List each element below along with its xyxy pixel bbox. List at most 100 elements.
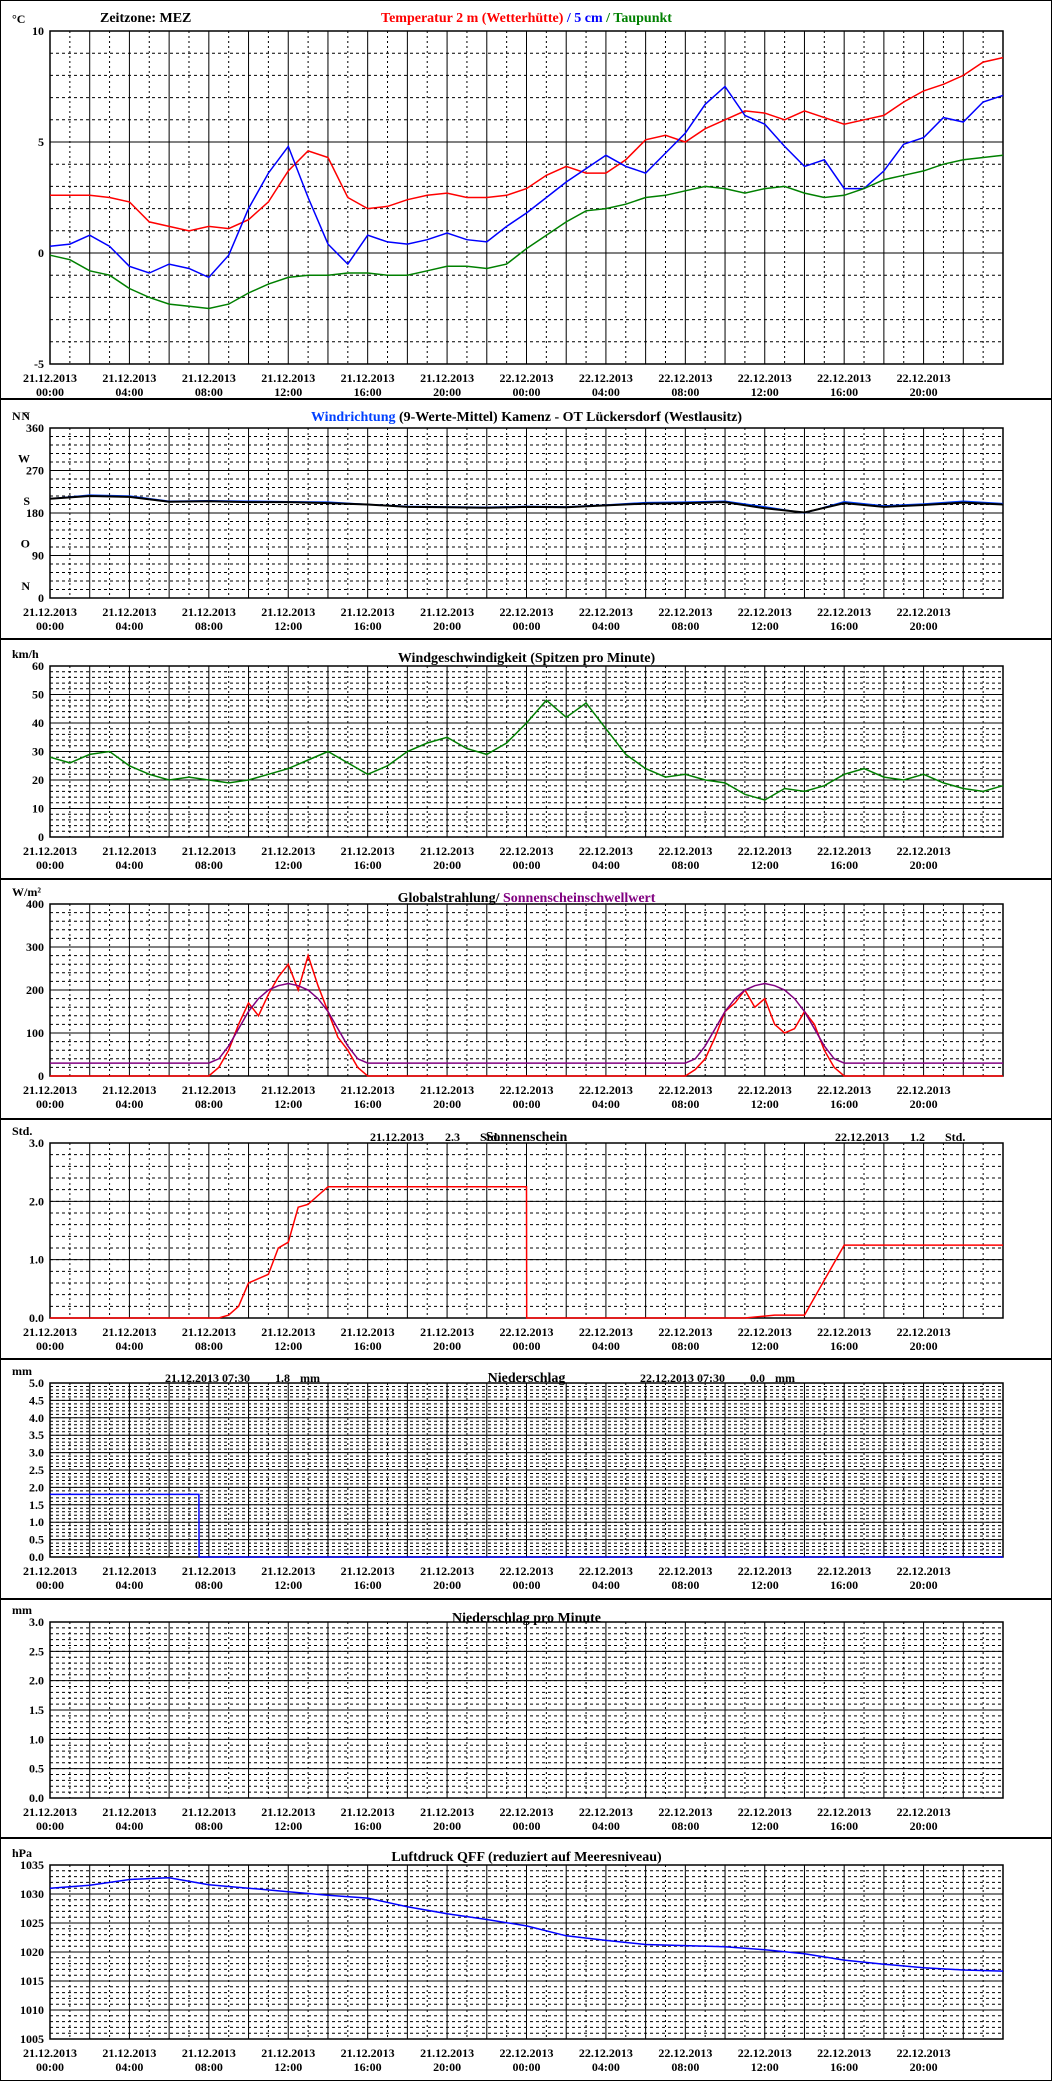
precipitation-xtick-time: 00:00	[513, 1578, 541, 1592]
wind_speed-xtick-date: 21.12.2013	[261, 844, 315, 858]
temperature-ytick-label: 10	[32, 24, 44, 38]
precipitation_minute-ytick-label: 1.0	[29, 1732, 44, 1746]
precipitation-title: Niederschlag	[488, 1371, 566, 1386]
wind_speed-ytick-label: 30	[32, 745, 44, 759]
temperature-title-part: /	[563, 11, 574, 26]
wind_direction-xtick-time: 08:00	[671, 619, 699, 633]
pressure-xtick-time: 00:00	[513, 2060, 541, 2074]
wind_speed-xtick-time: 00:00	[36, 858, 64, 872]
precipitation-xtick-time: 08:00	[671, 1578, 699, 1592]
sunshine-xtick-time: 04:00	[592, 1339, 620, 1353]
sunshine-xtick-time: 00:00	[36, 1339, 64, 1353]
precipitation_minute-xtick-time: 12:00	[751, 1819, 779, 1833]
precipitation-xtick-date: 22.12.2013	[579, 1564, 633, 1578]
sunshine-xtick-date: 21.12.2013	[102, 1325, 156, 1339]
temperature-xtick-date: 22.12.2013	[579, 371, 633, 385]
sunshine-xtick-date: 21.12.2013	[261, 1325, 315, 1339]
pressure-series-0-line	[49, 1877, 1004, 1972]
pressure-xtick-date: 21.12.2013	[182, 2046, 236, 2060]
precipitation-xtick-time: 04:00	[115, 1578, 143, 1592]
wind_speed-ytick-label: 10	[32, 802, 44, 816]
temperature-xtick-time: 12:00	[274, 385, 302, 399]
wind_direction-xtick-time: 04:00	[115, 619, 143, 633]
temperature-xtick-time: 08:00	[195, 385, 223, 399]
radiation-ytick-label: 100	[26, 1026, 44, 1040]
temperature-xtick-date: 22.12.2013	[500, 371, 554, 385]
wind_direction-series-1-line	[49, 494, 1004, 514]
wind_speed-xtick-time: 16:00	[830, 858, 858, 872]
wind_direction-title-part: Kamenz - OT Lückersdorf (Westlausitz)	[498, 410, 743, 425]
temperature-xtick-time: 04:00	[115, 385, 143, 399]
wind_direction-title: Windrichtung (9-Werte-Mittel) Kamenz - O…	[311, 410, 742, 425]
temperature-xtick-date: 22.12.2013	[658, 371, 712, 385]
radiation-xtick-time: 04:00	[592, 1097, 620, 1111]
radiation-series-0-line	[50, 953, 1003, 1077]
pressure-unit-label: hPa	[12, 1846, 32, 1860]
wind_speed-xtick-date: 22.12.2013	[579, 844, 633, 858]
sunshine-xtick-date: 22.12.2013	[579, 1325, 633, 1339]
wind_speed-xtick-date: 21.12.2013	[102, 844, 156, 858]
sunshine-annotation-date: 22.12.2013	[835, 1130, 889, 1144]
pressure-xtick-date: 22.12.2013	[579, 2046, 633, 2060]
radiation-title-part: Sonnenscheinschwellwert	[503, 891, 656, 906]
precipitation-xtick-date: 22.12.2013	[658, 1564, 712, 1578]
precipitation-ytick-label: 0.0	[29, 1550, 44, 1564]
sunshine-xtick-time: 12:00	[751, 1339, 779, 1353]
sunshine-xtick-time: 04:00	[115, 1339, 143, 1353]
pressure-xtick-date: 21.12.2013	[102, 2046, 156, 2060]
sunshine-annotation-unit: Std.	[945, 1130, 965, 1144]
precipitation-ytick-label: 5.0	[29, 1376, 44, 1390]
precipitation-annotation-unit: mm	[775, 1371, 795, 1385]
precipitation_minute-ytick-label: 3.0	[29, 1615, 44, 1629]
sunshine-xtick-time: 00:00	[513, 1339, 541, 1353]
radiation-title-part: Globalstrahlung/	[398, 891, 503, 906]
radiation-xtick-date: 21.12.2013	[261, 1083, 315, 1097]
temperature-xtick-date: 21.12.2013	[182, 371, 236, 385]
wind_direction-xtick-date: 21.12.2013	[23, 605, 77, 619]
precipitation_minute-xtick-time: 08:00	[671, 1819, 699, 1833]
wind_direction-compass-label: W	[18, 452, 30, 466]
pressure-ytick-label: 1035	[20, 1858, 44, 1872]
radiation-ytick-label: 0	[38, 1069, 44, 1083]
radiation-xtick-date: 22.12.2013	[579, 1083, 633, 1097]
radiation-series-1-line	[50, 982, 1003, 1064]
sunshine-xtick-time: 16:00	[354, 1339, 382, 1353]
wind_speed-title-part: Windgeschwindigkeit (Spitzen pro Minute)	[398, 651, 656, 666]
sunshine-annotation-value: 1.2	[910, 1130, 925, 1144]
precipitation-series-0-line	[50, 1493, 1003, 1558]
wind_direction-title-part: (9-Werte-Mittel)	[395, 410, 498, 425]
precipitation_minute-xtick-date: 22.12.2013	[817, 1805, 871, 1819]
radiation-xtick-time: 20:00	[910, 1097, 938, 1111]
wind_direction-compass-label: N	[21, 579, 30, 593]
precipitation-ytick-label: 4.5	[29, 1393, 44, 1407]
wind_speed-xtick-date: 22.12.2013	[658, 844, 712, 858]
wind_speed-series-0-line	[49, 699, 1004, 801]
wind_direction-compass-label: S	[23, 494, 30, 508]
sunshine-annotation-date: 21.12.2013	[370, 1130, 424, 1144]
pressure-title: Luftdruck QFF (reduziert auf Meeresnivea…	[391, 1850, 662, 1865]
sunshine-annotation-value: 2.3	[445, 1130, 460, 1144]
radiation-xtick-date: 21.12.2013	[102, 1083, 156, 1097]
temperature-series-0-line	[50, 56, 1004, 232]
precipitation_minute-xtick-time: 04:00	[592, 1819, 620, 1833]
wind_speed-xtick-time: 00:00	[513, 858, 541, 872]
radiation-ytick-label: 300	[26, 940, 44, 954]
precipitation-annotation-date: 21.12.2013 07:30	[165, 1371, 250, 1385]
sunshine-ytick-label: 2.0	[29, 1194, 44, 1208]
sunshine-xtick-date: 21.12.2013	[420, 1325, 474, 1339]
temperature-title-part: /	[603, 11, 614, 26]
precipitation_minute-xtick-date: 22.12.2013	[738, 1805, 792, 1819]
precipitation_minute-xtick-date: 21.12.2013	[182, 1805, 236, 1819]
pressure-title-part: Luftdruck QFF (reduziert auf Meeresnivea…	[391, 1850, 662, 1865]
sunshine-title: Sonnenschein	[486, 1130, 568, 1145]
precipitation-xtick-date: 22.12.2013	[738, 1564, 792, 1578]
wind_direction-xtick-date: 21.12.2013	[182, 605, 236, 619]
sunshine-ytick-label: 1.0	[29, 1253, 44, 1267]
precipitation_minute-ytick-label: 2.5	[29, 1644, 44, 1658]
temperature-ytick-label: -5	[34, 357, 44, 371]
precipitation-ytick-label: 4.0	[29, 1411, 44, 1425]
pressure-xtick-time: 20:00	[910, 2060, 938, 2074]
precipitation_minute-ytick-label: 0.5	[29, 1762, 44, 1776]
